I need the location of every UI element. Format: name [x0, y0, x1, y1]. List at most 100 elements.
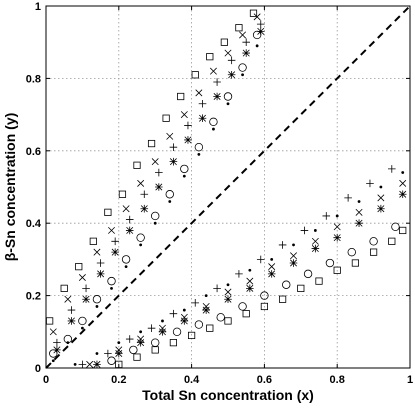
asterisk-marker — [267, 270, 276, 278]
square-marker — [169, 339, 177, 347]
circle-marker — [209, 117, 218, 127]
square-marker — [118, 190, 127, 198]
square-marker — [191, 71, 199, 79]
x-marker — [239, 31, 247, 39]
dot-marker — [161, 319, 164, 323]
y-tick-label: 0 — [35, 363, 41, 375]
circle-marker — [194, 320, 204, 329]
dot-marker — [270, 258, 274, 261]
plus-marker — [125, 215, 134, 224]
circle-marker — [303, 269, 313, 279]
circle-marker — [369, 237, 378, 246]
asterisk-marker — [377, 204, 385, 213]
square-marker — [333, 266, 341, 274]
plus-marker — [388, 165, 396, 173]
asterisk-marker — [227, 70, 236, 79]
asterisk-marker — [355, 219, 363, 227]
dot-marker — [241, 73, 244, 77]
asterisk-marker — [93, 360, 101, 369]
x-marker — [333, 223, 341, 231]
plus-marker — [78, 360, 87, 369]
asterisk-marker — [224, 295, 232, 304]
circle-marker — [150, 211, 160, 221]
square-marker — [388, 237, 396, 245]
plus-marker — [184, 121, 192, 130]
asterisk-marker — [180, 317, 189, 325]
x-marker — [290, 252, 298, 260]
plus-marker — [155, 168, 163, 177]
square-marker — [89, 237, 97, 245]
plus-marker — [213, 78, 221, 86]
x-marker — [224, 49, 232, 57]
dot-marker — [313, 229, 317, 232]
square-marker — [235, 24, 243, 32]
dot-marker — [379, 185, 383, 189]
asterisk-marker — [125, 226, 134, 235]
x-marker — [399, 179, 407, 187]
dot-marker — [153, 221, 157, 225]
dot-marker — [95, 352, 99, 355]
dot-marker — [66, 341, 70, 345]
y-tick-label: 0.4 — [26, 218, 42, 230]
plus-marker — [67, 306, 76, 314]
x-tick-label: 0 — [43, 374, 49, 386]
plus-marker — [366, 179, 374, 188]
square-marker — [133, 353, 141, 361]
circle-marker — [129, 345, 138, 355]
dot-marker — [248, 268, 252, 272]
circle-marker — [165, 190, 174, 199]
x-tick-label: 1 — [407, 374, 413, 386]
circle-marker — [172, 327, 182, 336]
asterisk-marker — [289, 259, 298, 267]
asterisk-marker — [155, 183, 163, 191]
circle-marker — [260, 291, 269, 300]
circle-marker — [121, 255, 131, 264]
plus-marker — [140, 190, 149, 199]
x-marker — [268, 263, 276, 271]
dot-marker — [401, 171, 405, 174]
grid-layer — [46, 6, 410, 368]
x-marker — [49, 328, 57, 336]
square-marker — [177, 92, 185, 101]
x-marker — [151, 158, 159, 166]
dot-marker — [292, 243, 295, 247]
x-marker — [108, 226, 116, 234]
asterisk-marker — [96, 270, 105, 278]
circle-marker — [107, 356, 116, 365]
y-tick-label: 0.6 — [26, 146, 41, 158]
square-marker — [60, 284, 68, 292]
asterisk-marker — [158, 328, 167, 336]
asterisk-marker — [333, 233, 341, 242]
asterisk-marker — [246, 284, 254, 293]
plus-marker — [213, 284, 221, 293]
x-marker — [137, 179, 145, 187]
asterisk-marker — [256, 27, 265, 36]
circle-marker — [347, 247, 356, 257]
circle-marker — [216, 313, 225, 322]
plus-marker — [198, 99, 207, 108]
x-marker — [311, 237, 319, 245]
square-marker — [133, 161, 141, 169]
dot-marker — [212, 127, 215, 131]
dot-marker — [255, 44, 259, 48]
dot-marker — [124, 265, 128, 269]
square-marker — [315, 277, 323, 285]
asterisk-marker — [169, 157, 178, 166]
circle-marker — [238, 63, 247, 72]
dot-marker — [168, 200, 172, 203]
plus-marker — [147, 324, 156, 332]
plot-frame — [45, 5, 411, 369]
square-marker — [297, 284, 305, 292]
square-marker — [187, 331, 196, 340]
plus-marker — [104, 349, 112, 358]
circle-marker — [180, 164, 189, 174]
square-marker — [147, 139, 156, 148]
circle-marker — [282, 280, 291, 289]
square-marker — [242, 310, 250, 318]
reference-diagonal-line — [45, 5, 411, 369]
x-marker — [246, 277, 254, 285]
x-marker — [355, 208, 363, 216]
x-marker — [122, 205, 130, 213]
x-marker — [195, 89, 203, 97]
